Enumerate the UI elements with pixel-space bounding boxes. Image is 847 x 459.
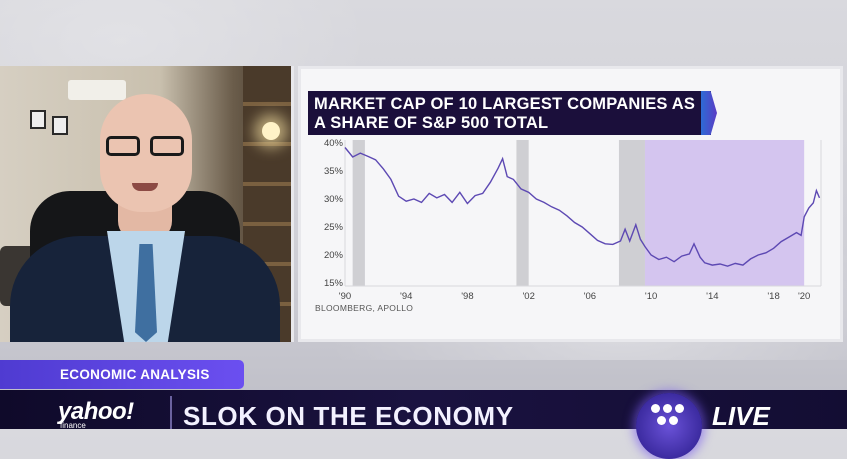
brand-sub: finance bbox=[60, 421, 86, 430]
speaker-mouth bbox=[132, 183, 158, 191]
chart-title-accent bbox=[701, 91, 717, 135]
x-tick-label: '06 bbox=[584, 291, 596, 302]
chart-panel: 40% 35% 30% 25% 20% 15% '90 '94 '98 '02 '06 '10 '14… bbox=[298, 66, 843, 342]
chart-title: MARKET CAP OF 10 LARGEST COMPANIES AS A … bbox=[314, 95, 696, 132]
wall-picture bbox=[30, 110, 46, 129]
chart-title-band bbox=[308, 91, 711, 135]
speaker-tie bbox=[135, 244, 157, 342]
section-label: ECONOMIC ANALYSIS bbox=[60, 367, 210, 382]
recession-band bbox=[618, 140, 645, 286]
live-label: LIVE bbox=[712, 401, 770, 431]
y-tick-label: 35% bbox=[324, 166, 344, 177]
recession-band bbox=[352, 140, 365, 286]
x-tick-label: '14 bbox=[706, 291, 718, 302]
highlight-band bbox=[644, 140, 805, 286]
lamp bbox=[262, 122, 280, 140]
line-chart: 40% 35% 30% 25% 20% 15% '90 '94 '98 '02 '06 '10 '14… bbox=[324, 138, 822, 302]
air-conditioner bbox=[68, 80, 126, 100]
y-tick-label: 40% bbox=[324, 138, 344, 149]
recession-band bbox=[516, 140, 529, 286]
chart-source: BLOOMBERG, APOLLO bbox=[315, 303, 414, 313]
video-feed bbox=[0, 66, 294, 342]
speaker-glasses bbox=[106, 136, 188, 158]
y-tick-label: 20% bbox=[324, 250, 344, 261]
x-tick-label: '90 bbox=[339, 291, 351, 302]
x-tick-label: '10 bbox=[645, 291, 657, 302]
brand-logo: yahoo! bbox=[58, 398, 134, 425]
series-line bbox=[344, 147, 821, 267]
x-tick-label: '18 bbox=[767, 291, 779, 302]
x-tick-label: '20 bbox=[798, 291, 810, 302]
x-tick-label: '98 bbox=[461, 291, 473, 302]
live-dots-icon bbox=[651, 404, 691, 428]
y-tick-label: 25% bbox=[324, 222, 344, 233]
y-tick-label: 30% bbox=[324, 194, 344, 205]
bar-divider bbox=[170, 396, 172, 429]
y-tick-label: 15% bbox=[324, 278, 344, 289]
x-tick-label: '02 bbox=[522, 291, 534, 302]
headline: SLOK ON THE ECONOMY bbox=[183, 401, 514, 431]
section-label-band bbox=[0, 360, 244, 389]
headline-bar bbox=[0, 390, 847, 429]
x-tick-label: '94 bbox=[400, 291, 412, 302]
wall-picture bbox=[52, 116, 68, 135]
